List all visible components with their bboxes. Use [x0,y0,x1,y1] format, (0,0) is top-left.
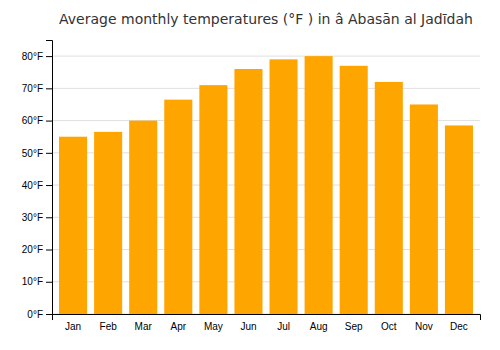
bar [375,82,403,314]
y-tick-label: 70°F [22,83,43,94]
y-tick-label: 50°F [22,148,43,159]
y-tick: 70°F [22,83,52,94]
chart-container: 0°F 10°F 20°F 30°F 40°F 50°F 60°F 70°F 80°F Jan Fe… [0,0,500,350]
x-tick: Mar [135,321,153,332]
bar [164,100,192,314]
y-tick-mark [46,153,52,154]
x-tick: Jan [65,321,81,332]
y-tick-mark [46,185,52,186]
x-tick: Jul [277,321,290,332]
x-tick-label: Jul [277,321,290,332]
y-tick-label: 80°F [22,51,43,62]
y-tick-mark [46,250,52,251]
x-tick-label: Oct [381,321,397,332]
x-tick: May [204,321,223,332]
y-tick-label: 10°F [22,276,43,287]
x-tick-label: Jun [240,321,256,332]
y-tick: 10°F [22,276,52,287]
y-tick-mark [46,88,52,89]
bar [94,132,122,314]
x-tick: Feb [100,321,118,332]
bar [59,137,87,314]
x-tick-label: Dec [450,321,468,332]
x-tick-label: Mar [135,321,153,332]
x-tick: Nov [415,321,433,332]
x-axis-line [53,315,481,321]
y-tick-mark [46,314,52,315]
x-tick-label: May [204,321,223,332]
chart-svg: 0°F 10°F 20°F 30°F 40°F 50°F 60°F 70°F 80°F Jan Fe… [0,0,500,350]
y-axis: 0°F 10°F 20°F 30°F 40°F 50°F 60°F 70°F 80°F [22,41,53,320]
y-tick: 50°F [22,148,52,159]
bar [129,121,157,314]
x-axis: Jan Feb Mar Apr May Jun Jul Aug Sep Oct Nov Dec [53,315,481,333]
bar [340,66,368,314]
y-tick-label: 0°F [27,309,43,320]
x-tick-label: Sep [345,321,363,332]
y-tick-label: 20°F [22,244,43,255]
y-tick: 30°F [22,212,52,223]
y-tick-label: 60°F [22,115,43,126]
plot-area: 0°F 10°F 20°F 30°F 40°F 50°F 60°F 70°F 80°F Jan Fe… [22,41,481,333]
x-tick-label: Apr [171,321,187,332]
bars [59,56,473,314]
x-tick: Sep [345,321,363,332]
y-tick: 80°F [22,51,52,62]
grid-line [52,56,480,57]
x-tick: Dec [450,321,468,332]
x-tick: Apr [171,321,187,332]
x-tick-label: Nov [415,321,433,332]
bar [305,56,333,314]
x-tick: Aug [310,321,328,332]
y-tick-mark [46,56,52,57]
bar [199,85,227,314]
grid [52,56,480,314]
y-tick: 20°F [22,244,52,255]
y-tick-mark [46,121,52,122]
x-tick: Jun [240,321,256,332]
bar [410,104,438,314]
bar [445,125,473,314]
y-tick-label: 40°F [22,180,43,191]
bar [270,59,298,314]
x-tick-label: Jan [65,321,81,332]
y-tick: 0°F [27,309,52,320]
bar [234,69,262,314]
y-tick-mark [46,217,52,218]
y-axis-line [46,41,53,315]
y-tick: 40°F [22,180,52,191]
chart-title: Average monthly temperatures (°F ) in â … [59,11,473,27]
y-tick-label: 30°F [22,212,43,223]
x-tick-label: Aug [310,321,328,332]
x-tick: Oct [381,321,397,332]
x-tick-label: Feb [100,321,118,332]
y-tick-mark [46,282,52,283]
grid-line [52,88,480,89]
y-tick: 60°F [22,115,52,126]
